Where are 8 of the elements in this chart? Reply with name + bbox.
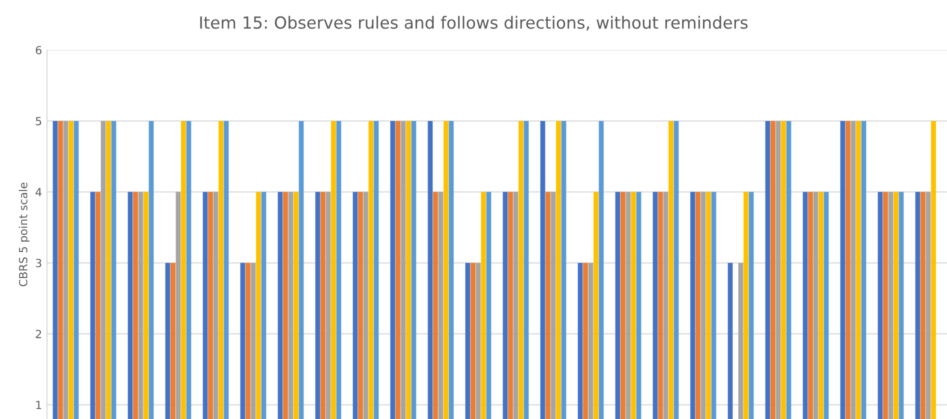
y-axis-title: CBRS 5 point scale <box>18 182 30 286</box>
y-tick-label: 4 <box>36 188 42 196</box>
y-tick-label: 5 <box>36 117 42 126</box>
y-tick-label: 2 <box>36 330 42 338</box>
y-tick-label: 1 <box>36 400 42 410</box>
y-tick-label: 6 <box>36 46 42 54</box>
y-tick-label: 3 <box>36 258 42 268</box>
chart-title: Item 15: Observes rules and follows directions, without reminders <box>200 16 748 31</box>
